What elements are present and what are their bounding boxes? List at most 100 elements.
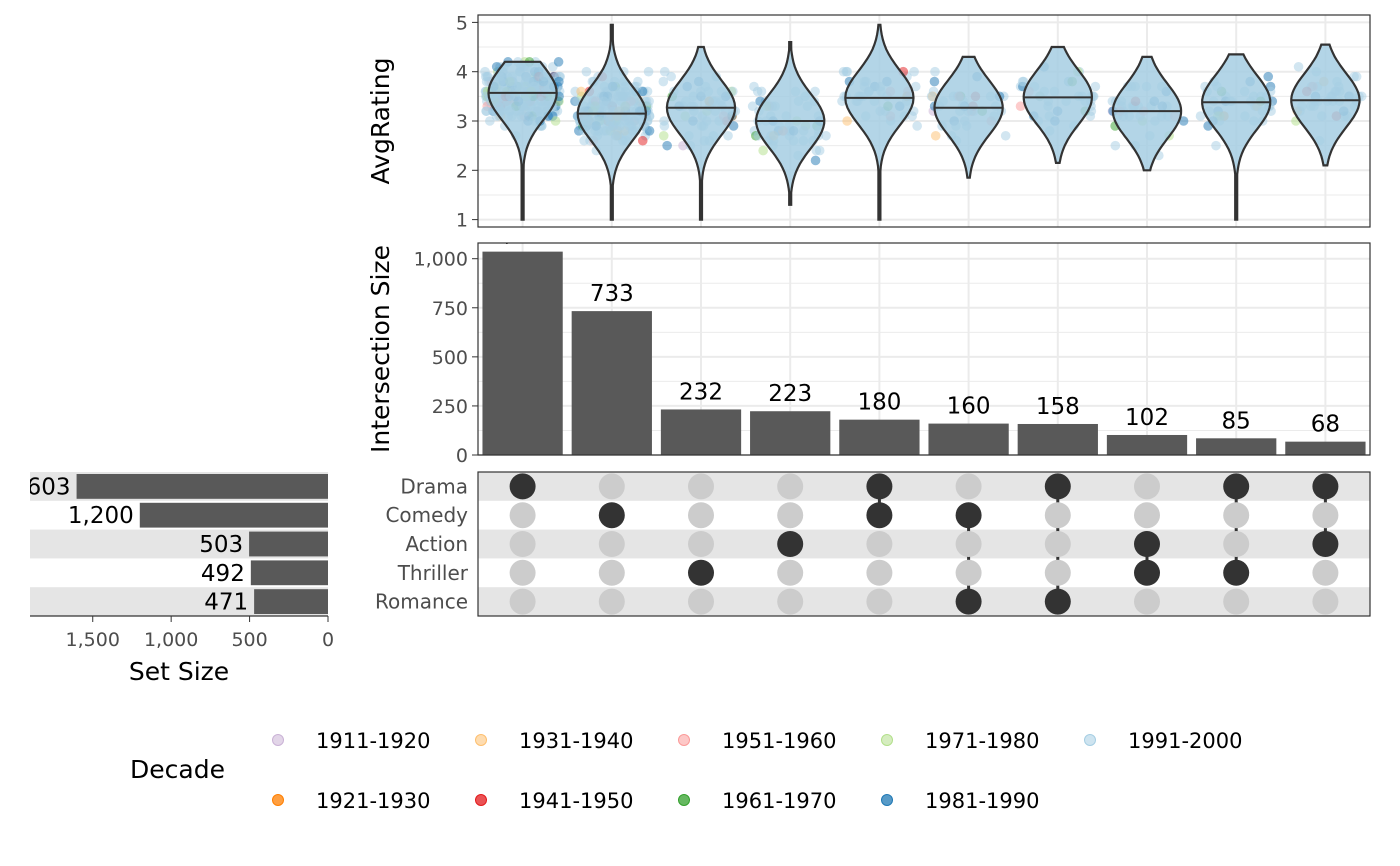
set-size-panel: 1,603 1,200 503 492 471 1,500 1,000 500 0 Set Siz… — [30, 472, 334, 686]
rating-point — [728, 121, 739, 131]
legend-key — [1084, 734, 1096, 746]
set-size-label: 1,200 — [68, 503, 134, 529]
rating-point — [637, 135, 648, 146]
legend-key — [881, 734, 893, 746]
matrix-dot-inactive — [1044, 559, 1071, 586]
legend-label: 1951-1960 — [722, 729, 836, 753]
matrix-dot-inactive — [1134, 473, 1160, 500]
intersection-bar — [1106, 434, 1188, 455]
rating-point — [662, 140, 672, 151]
matrix-border — [477, 471, 1371, 617]
rating-point — [485, 116, 495, 126]
matrix-dot-inactive — [509, 559, 536, 586]
intersection-bar — [750, 411, 831, 455]
matrix-dot-inactive — [509, 502, 536, 529]
legend-key — [678, 734, 690, 746]
matrix-dot-inactive — [866, 559, 893, 586]
matrix-dot-inactive — [1223, 588, 1250, 615]
matrix-dot-inactive — [866, 531, 893, 557]
intersection-bar-label: 733 — [590, 281, 634, 307]
legend-label: 1921-1930 — [316, 789, 430, 813]
legend-title: Decade — [130, 755, 225, 784]
legend-key — [272, 734, 284, 746]
matrix-dot-inactive — [1312, 559, 1339, 586]
matrix-dot-inactive — [955, 473, 982, 500]
bar-y-tick-label: 500 — [432, 347, 468, 369]
matrix-dot-inactive — [598, 473, 625, 500]
legend-label: 1971-1980 — [925, 729, 1039, 753]
rating-point — [643, 66, 654, 77]
rating-point — [659, 66, 670, 77]
intersection-size-axis-title: Intersection Size — [366, 245, 395, 453]
matrix-dot-active — [688, 559, 714, 586]
intersection-size-panel: 0 250 500 750 1,000 1,036 733 232 223 180 160 158 10… — [366, 222, 1371, 467]
intersection-bar — [1017, 423, 1098, 455]
legend-label: 1931-1940 — [519, 729, 633, 753]
rating-violin — [933, 55, 1004, 179]
rating-point — [811, 145, 822, 156]
set-matrix-panel: Drama Comedy Action Thriller Romance — [375, 471, 1371, 617]
bar-y-tick-label: 250 — [432, 396, 468, 418]
rating-violin — [487, 60, 558, 221]
rating-violin — [754, 41, 826, 206]
decade-legend: Decade 1911-1920 1931-1940 1951-1960 1971-1… — [130, 729, 1242, 813]
matrix-dot-active — [1312, 473, 1339, 500]
violin-panel-border — [477, 14, 1371, 228]
matrix-dot-inactive — [1044, 531, 1071, 557]
matrix-dot-active — [1044, 588, 1071, 615]
matrix-set-label: Romance — [375, 590, 468, 614]
set-size-bar — [249, 531, 328, 557]
matrix-dot-inactive — [688, 502, 714, 529]
matrix-set-label: Drama — [400, 474, 468, 498]
intersection-bar-label: 68 — [1311, 412, 1340, 438]
matrix-dot-active — [1312, 531, 1339, 557]
setsize-bar-group: 1,603 1,200 503 492 471 — [30, 474, 328, 616]
violin-y-tick-label: 2 — [456, 160, 468, 182]
intersection-bar — [1285, 441, 1366, 455]
matrix-dot-active — [866, 473, 893, 500]
rating-point — [930, 66, 940, 77]
matrix-set-label: Comedy — [385, 503, 468, 527]
set-size-bar — [76, 474, 328, 499]
intersection-bar-label: 180 — [857, 390, 901, 416]
legend-key — [881, 794, 893, 806]
rating-point — [758, 145, 768, 156]
intersection-bar — [660, 409, 742, 455]
rating-point — [1195, 111, 1206, 121]
intersection-bar-label: 102 — [1125, 405, 1169, 431]
matrix-set-label: Thriller — [397, 561, 469, 585]
matrix-dot-inactive — [688, 588, 714, 615]
matrix-dot-active — [1223, 473, 1250, 500]
matrix-dot-inactive — [955, 559, 982, 586]
intersection-bar-label: 85 — [1222, 408, 1251, 434]
matrix-row-stripe — [478, 587, 1370, 616]
set-size-axis-title: Set Size — [129, 657, 229, 686]
bar-label-group: 1,036 733 232 223 180 160 158 102 85 68 — [490, 222, 1340, 438]
set-size-bar — [139, 502, 328, 528]
matrix-dot-active — [1134, 559, 1160, 586]
intersection-bar — [1196, 438, 1277, 455]
setsize-x-tick-label: 500 — [231, 629, 267, 651]
rating-point — [659, 121, 670, 131]
matrix-dot-inactive — [955, 531, 982, 557]
violin-y-tick-label: 3 — [456, 111, 468, 133]
matrix-dot-inactive — [777, 473, 804, 500]
rating-point — [810, 155, 821, 166]
matrix-row-stripe — [478, 472, 1370, 501]
setsize-x-tick-label: 1,000 — [144, 629, 198, 651]
rating-point — [841, 66, 852, 77]
matrix-row-stripe — [478, 529, 1370, 559]
legend-key — [475, 734, 487, 746]
rating-point — [1000, 130, 1011, 141]
intersection-bar-label: 1,036 — [490, 222, 556, 248]
rating-point — [1178, 116, 1189, 126]
rating-point — [550, 116, 561, 126]
rating-point — [821, 130, 831, 141]
intersection-bar-label: 232 — [679, 379, 723, 405]
matrix-dot-active — [1044, 473, 1071, 500]
matrix-dot-inactive — [1312, 502, 1339, 529]
rating-violin — [1201, 53, 1272, 221]
rating-violin-panel: 1 2 3 4 5 AvgRating — [366, 12, 1371, 232]
matrix-dot-active — [1223, 559, 1250, 586]
